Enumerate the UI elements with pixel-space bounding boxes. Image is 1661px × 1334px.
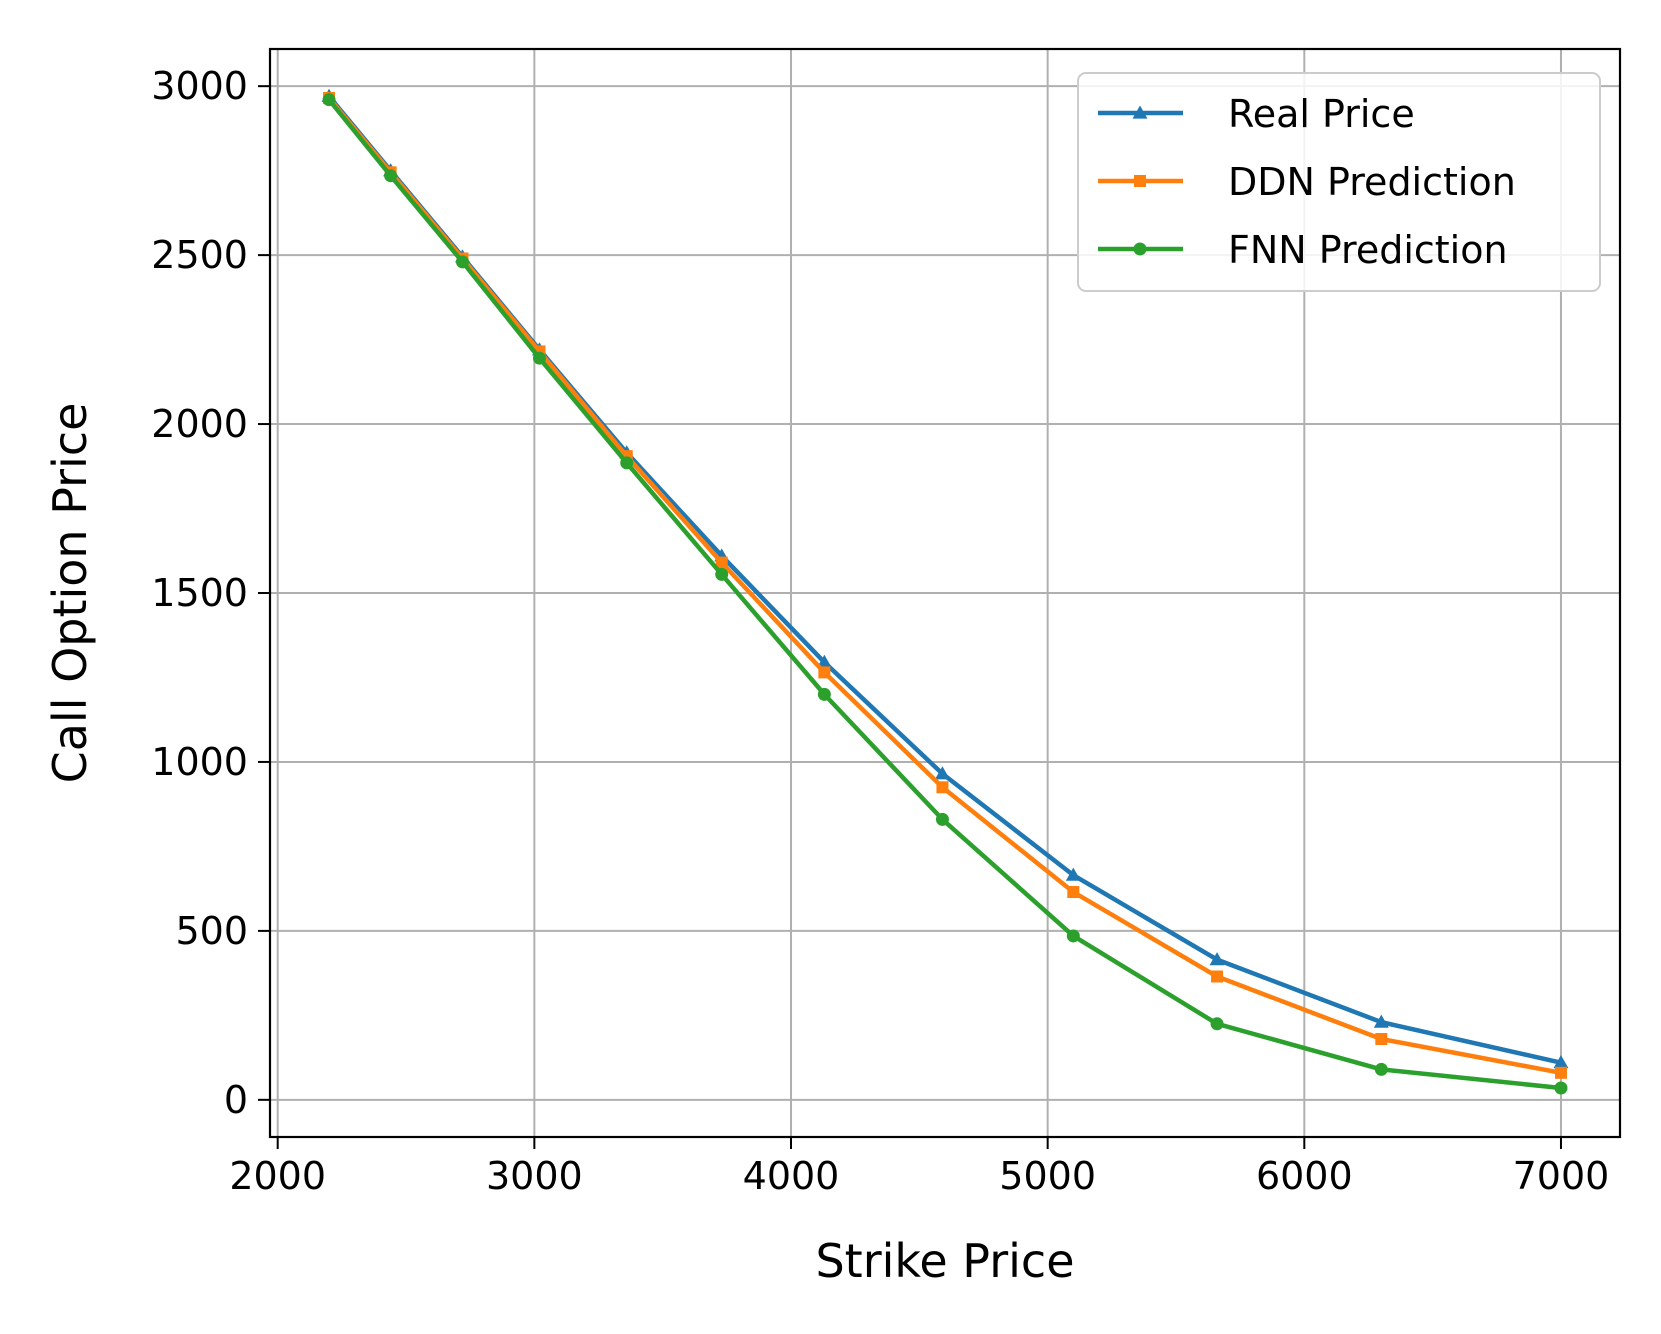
data-point	[1065, 867, 1081, 881]
x-tick-label: 6000	[1256, 1154, 1353, 1198]
data-point	[322, 93, 336, 107]
data-point	[384, 169, 398, 183]
x-tick-label: 3000	[486, 1154, 583, 1198]
data-point	[455, 255, 469, 269]
y-tick-label: 0	[224, 1078, 248, 1122]
legend-label: FNN Prediction	[1228, 228, 1508, 272]
data-point	[935, 812, 949, 826]
y-tick-label: 2500	[151, 233, 248, 277]
data-point	[818, 666, 831, 679]
data-point	[1209, 952, 1225, 966]
y-tick-label: 2000	[151, 402, 248, 446]
y-tick-label: 1500	[151, 571, 248, 615]
legend: Real Price DDN Prediction FNN Prediction	[1077, 72, 1601, 292]
data-point	[1373, 1014, 1389, 1028]
x-tick-label: 5000	[999, 1154, 1096, 1198]
legend-item: DDN Prediction	[1098, 160, 1516, 204]
data-point	[816, 654, 832, 668]
y-tick-label: 500	[175, 909, 248, 953]
legend-marker	[1132, 105, 1148, 119]
data-point	[1210, 1017, 1224, 1031]
legend-label: DDN Prediction	[1228, 160, 1516, 204]
data-point	[1375, 1033, 1388, 1046]
data-point	[1554, 1066, 1567, 1079]
data-point	[934, 766, 950, 780]
legend-label: Real Price	[1228, 92, 1415, 136]
x-tick-label: 4000	[743, 1154, 840, 1198]
series-layer	[321, 88, 1569, 1095]
legend-box	[1077, 72, 1601, 292]
series-line	[326, 97, 1564, 1091]
data-point	[817, 687, 831, 701]
data-point	[715, 567, 729, 581]
data-point	[715, 556, 728, 569]
legend-marker	[1134, 175, 1146, 187]
legend-marker	[1133, 242, 1147, 256]
data-point	[620, 456, 634, 470]
data-point	[1066, 929, 1080, 943]
y-tick-label: 3000	[151, 64, 248, 108]
data-point	[1067, 886, 1080, 899]
ticks: 2000 3000 4000 5000 6000 7000 0 500 1000 1500 2000…	[151, 64, 1609, 1198]
legend-item: FNN Prediction	[1098, 228, 1508, 272]
data-point	[1211, 970, 1224, 983]
y-tick-label: 1000	[151, 740, 248, 784]
legend-item: Real Price	[1098, 92, 1415, 136]
data-point	[936, 781, 949, 794]
data-point	[1554, 1081, 1568, 1095]
x-tick-label: 2000	[229, 1154, 326, 1198]
x-tick-label: 7000	[1513, 1154, 1610, 1198]
x-axis-title: Strike Price	[815, 1234, 1074, 1288]
series-2	[322, 93, 1568, 1095]
data-point	[1553, 1055, 1569, 1069]
data-point	[1374, 1062, 1388, 1076]
y-axis-title: Call Option Price	[43, 403, 97, 784]
data-point	[532, 351, 546, 365]
